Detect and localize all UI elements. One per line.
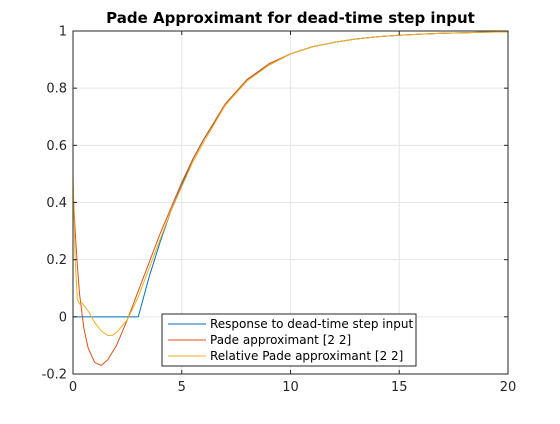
y-tick-label: 0.2 — [46, 253, 67, 268]
x-tick-label: 15 — [391, 380, 408, 395]
x-tick-label: 10 — [282, 380, 299, 395]
legend-entry: Response to dead-time step input — [210, 317, 413, 331]
x-tick-label: 5 — [178, 380, 186, 395]
y-tick-label: 0 — [59, 310, 67, 325]
legend-entry: Pade approximant [2 2] — [210, 333, 351, 347]
grid-lines — [72, 30, 509, 375]
x-tick-label: 20 — [500, 380, 517, 395]
y-tick-label: 0.6 — [46, 139, 67, 154]
series-line-3 — [72, 31, 509, 336]
y-tick-label: 1 — [59, 25, 67, 40]
tick-labels: 0 5 10 15 20-0.200.20.40.60.81 — [42, 25, 517, 396]
y-tick-label: 0.4 — [46, 196, 67, 211]
legend: Response to dead-time step input Pade app… — [161, 313, 417, 367]
axis-ticks — [72, 30, 509, 375]
y-tick-label: 0.8 — [46, 82, 67, 97]
legend-entry: Relative Pade approximant [2 2] — [210, 349, 403, 363]
chart-title: Pade Approximant for dead-time step inpu… — [106, 9, 475, 27]
x-tick-label: 0 — [69, 380, 77, 395]
series-lines — [72, 31, 509, 366]
y-tick-label: -0.2 — [42, 368, 67, 383]
